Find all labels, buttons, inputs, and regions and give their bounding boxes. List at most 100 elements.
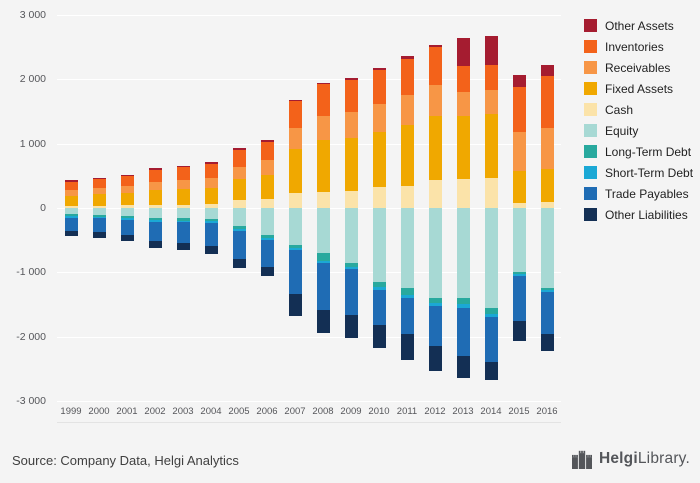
bar-segment-other-liabilities [428, 345, 442, 372]
bar-segment-trade-payables [456, 307, 470, 356]
gridline [57, 401, 561, 402]
source-note: Source: Company Data, Helgi Analytics [12, 453, 239, 468]
bar-segment-other-liabilities [260, 267, 274, 277]
bar-segment-other-liabilities [484, 362, 498, 381]
x-axis: 1999 2000 2001 2002 2003 2004 2005 2006 2007 2008… [57, 402, 561, 423]
legend-swatch-long-term-debt [584, 145, 597, 158]
bar-segment-inventories [176, 167, 190, 180]
gridline [57, 15, 561, 16]
y-axis: 3 000 2 000 1 000 0 -1 000 -2 000 -3 000 [0, 9, 52, 407]
x-tick-label: 2004 [200, 406, 222, 417]
bar-segment-equity [456, 208, 470, 299]
bar-segment-long-term-debt [540, 288, 554, 291]
bar-segment-equity [176, 208, 190, 219]
legend: Other Assets Inventories Receivables Fixed … [584, 15, 693, 225]
bar-segment-equity [484, 208, 498, 308]
bar-segment-short-term-debt [148, 219, 162, 222]
logo-text: HelgiLibrary. [599, 450, 690, 468]
gridline [57, 79, 561, 81]
bar-segment-other-assets [344, 78, 358, 80]
bar-segment-receivables [176, 180, 190, 189]
legend-item-trade-payables: Trade Payables [584, 183, 693, 204]
bar-segment-other-assets [176, 165, 190, 168]
legend-label: Receivables [605, 60, 671, 75]
bar-segment-fixed-assets [148, 190, 162, 206]
bar-segment-long-term-debt [120, 215, 134, 218]
bar-segment-cash [540, 201, 554, 208]
bar-segment-other-liabilities [232, 259, 246, 268]
bar-segment-cash [484, 178, 498, 208]
legend-label: Trade Payables [605, 186, 689, 201]
bar-segment-long-term-debt [92, 215, 106, 217]
x-tick-label: 2003 [172, 406, 194, 417]
bar-segment-fixed-assets [316, 140, 330, 192]
bar-segment-receivables [484, 89, 498, 115]
bar-segment-fixed-assets [540, 168, 554, 202]
bar-segment-equity [232, 208, 246, 226]
legend-label: Cash [605, 102, 634, 117]
bar-segment-cash [344, 191, 358, 208]
bar-segment-short-term-debt [372, 287, 386, 290]
logo-text-bold: Helgi [598, 450, 638, 467]
bar-segment-receivables [120, 186, 134, 194]
x-tick-label: 2001 [116, 406, 138, 417]
legend-swatch-other-liabilities [584, 208, 597, 221]
bar-segment-equity [148, 208, 162, 218]
bar-segment-inventories [92, 179, 106, 189]
bar-segment-trade-payables [288, 249, 302, 295]
bar-segment-inventories [428, 46, 442, 86]
bar-segment-other-assets [260, 139, 274, 142]
bar-segment-trade-payables [64, 217, 78, 231]
bar-segment-long-term-debt [260, 235, 274, 238]
bar-segment-fixed-assets [344, 137, 358, 192]
bar-segment-fixed-assets [120, 193, 134, 206]
bar-segment-equity [64, 208, 78, 215]
y-tick-label: 2 000 [19, 73, 46, 86]
bar-segment-cash [456, 179, 470, 208]
bar-segment-fixed-assets [92, 194, 106, 206]
bar-segment-equity [260, 208, 274, 236]
legend-item-short-term-debt: Short-Term Debt [584, 162, 693, 183]
gridline [57, 143, 561, 145]
bar-segment-short-term-debt [204, 221, 218, 224]
bar-segment-long-term-debt [484, 307, 498, 315]
bar-segment-cash [316, 191, 330, 208]
bar-segment-long-term-debt [232, 226, 246, 229]
bar-segment-cash [64, 206, 78, 208]
legend-item-other-liabilities: Other Liabilities [584, 204, 693, 225]
bar-segment-short-term-debt [120, 217, 134, 220]
bar-segment-short-term-debt [232, 228, 246, 232]
legend-swatch-short-term-debt [584, 166, 597, 179]
bar-segment-trade-payables [428, 306, 442, 346]
bar-segment-long-term-debt [64, 214, 78, 217]
bar-segment-short-term-debt [428, 303, 442, 307]
legend-swatch-other-assets [584, 19, 597, 32]
x-tick-label: 2015 [508, 406, 530, 417]
y-tick-label: -1 000 [16, 266, 46, 279]
x-tick-label: 2006 [256, 406, 278, 417]
bar-segment-other-assets [204, 162, 218, 165]
x-tick-label: 2010 [368, 406, 390, 417]
legend-label: Long-Term Debt [605, 144, 692, 159]
bar-segment-equity [120, 208, 134, 216]
helgi-logo: HelgiLibrary. [571, 449, 690, 469]
x-tick-label: 1999 [60, 406, 82, 417]
bar-segment-trade-payables [540, 292, 554, 335]
bar-segment-other-assets [316, 82, 330, 85]
x-tick-label: 2011 [396, 406, 418, 417]
bar-segment-fixed-assets [260, 174, 274, 199]
bar-segment-inventories [288, 101, 302, 129]
bar-segment-cash [232, 200, 246, 208]
bar-segment-inventories [148, 169, 162, 182]
bar-segment-trade-payables [512, 276, 526, 322]
bar-segment-other-liabilities [148, 240, 162, 248]
bar-segment-fixed-assets [232, 179, 246, 201]
bar-segment-other-liabilities [456, 355, 470, 379]
bar-segment-receivables [64, 189, 78, 196]
bar-segment-equity [92, 208, 106, 216]
x-tick-label: 2009 [340, 406, 362, 417]
bar-segment-cash [120, 205, 134, 208]
bar-segment-short-term-debt [512, 274, 526, 277]
bar-segment-inventories [372, 70, 386, 105]
